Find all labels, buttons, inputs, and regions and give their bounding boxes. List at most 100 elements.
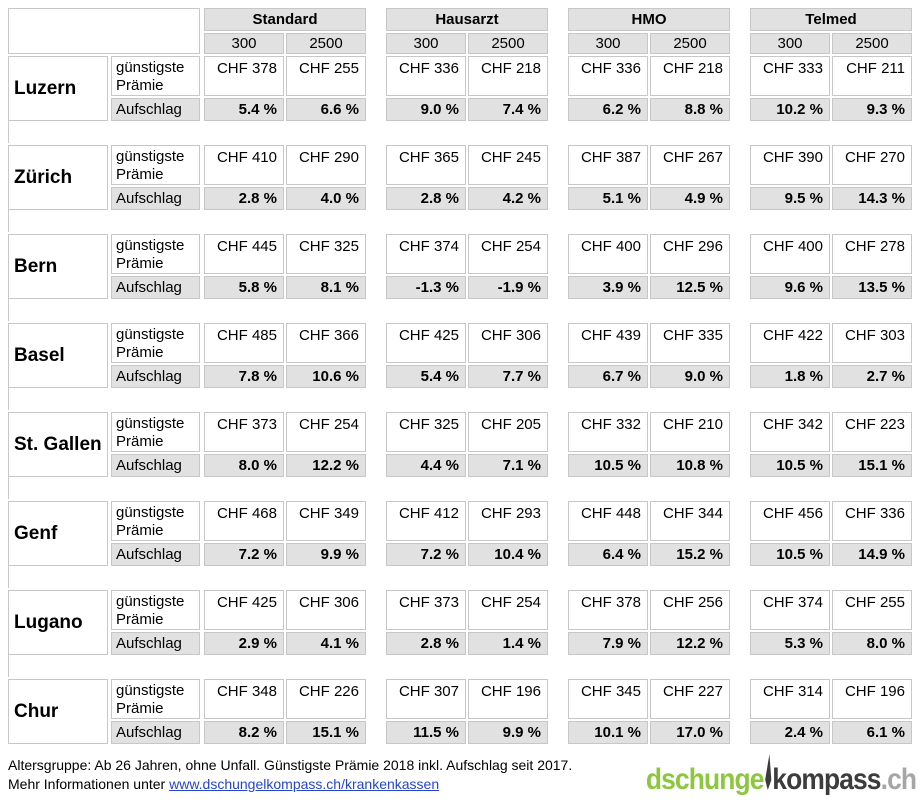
surcharge-value: 9.5 %: [750, 187, 830, 210]
premium-value: CHF 293: [468, 501, 548, 541]
surcharge-value: 5.1 %: [568, 187, 648, 210]
row-label-surcharge: Aufschlag: [111, 98, 200, 121]
row-spacer: [8, 477, 10, 499]
row-spacer: [8, 210, 10, 232]
row-label-surcharge: Aufschlag: [111, 454, 200, 477]
column-group-standard: Standard: [204, 8, 366, 31]
surcharge-value: 5.4 %: [386, 365, 466, 388]
row-spacer: [8, 121, 10, 143]
premium-value: CHF 255: [832, 590, 912, 630]
deductible-header: 2500: [286, 33, 366, 54]
city-name: Bern: [8, 234, 108, 299]
surcharge-value: 9.3 %: [832, 98, 912, 121]
surcharge-value: 10.6 %: [286, 365, 366, 388]
footer-note-line2: Mehr Informationen unter www.dschungelko…: [8, 775, 572, 794]
surcharge-value: 4.0 %: [286, 187, 366, 210]
deductible-header: 2500: [832, 33, 912, 54]
premium-value: CHF 439: [568, 323, 648, 363]
city-block: Bern günstigste Prämie Aufschlag CHF 445…: [8, 234, 912, 299]
premium-value: CHF 218: [650, 56, 730, 96]
deductible-header: 300: [204, 33, 284, 54]
surcharge-value: 2.7 %: [832, 365, 912, 388]
footer-note-line2-prefix: Mehr Informationen unter: [8, 776, 170, 792]
city-block: Genf günstigste Prämie Aufschlag CHF 468…: [8, 501, 912, 566]
premium-value: CHF 270: [832, 145, 912, 185]
surcharge-value: 5.4 %: [204, 98, 284, 121]
surcharge-value: 9.9 %: [286, 543, 366, 566]
premium-value: CHF 336: [832, 501, 912, 541]
surcharge-value: 8.0 %: [204, 454, 284, 477]
row-label-premium: günstigste Prämie: [111, 412, 200, 452]
premium-value: CHF 348: [204, 679, 284, 719]
row-label-premium: günstigste Prämie: [111, 590, 200, 630]
row-spacer: [8, 388, 10, 410]
surcharge-value: 8.8 %: [650, 98, 730, 121]
row-label-surcharge: Aufschlag: [111, 187, 200, 210]
footer-note-line1: Altersgruppe: Ab 26 Jahren, ohne Unfall.…: [8, 757, 573, 773]
premium-value: CHF 306: [468, 323, 548, 363]
premium-value: CHF 344: [650, 501, 730, 541]
city-block: Lugano günstigste Prämie Aufschlag CHF 4…: [8, 590, 912, 655]
surcharge-value: 10.4 %: [468, 543, 548, 566]
surcharge-value: 11.5 %: [386, 721, 466, 744]
surcharge-value: 10.5 %: [750, 543, 830, 566]
row-label-premium: günstigste Prämie: [111, 145, 200, 185]
row-label-premium: günstigste Prämie: [111, 679, 200, 719]
surcharge-value: 13.5 %: [832, 276, 912, 299]
city-name: Chur: [8, 679, 108, 744]
deductible-header: 300: [750, 33, 830, 54]
premium-value: CHF 255: [286, 56, 366, 96]
surcharge-value: 5.3 %: [750, 632, 830, 655]
surcharge-value: 7.4 %: [468, 98, 548, 121]
premium-value: CHF 296: [650, 234, 730, 274]
premium-value: CHF 485: [204, 323, 284, 363]
surcharge-value: 4.1 %: [286, 632, 366, 655]
premium-value: CHF 468: [204, 501, 284, 541]
corner-cell: [8, 8, 200, 54]
surcharge-value: 8.0 %: [832, 632, 912, 655]
surcharge-value: 6.1 %: [832, 721, 912, 744]
logo-text-green: dschunge: [645, 763, 765, 796]
surcharge-value: 10.5 %: [750, 454, 830, 477]
city-name: Zürich: [8, 145, 108, 210]
surcharge-value: 2.8 %: [204, 187, 284, 210]
premium-value: CHF 342: [750, 412, 830, 452]
premium-value: CHF 345: [568, 679, 648, 719]
surcharge-value: 4.4 %: [386, 454, 466, 477]
premium-value: CHF 332: [568, 412, 648, 452]
row-spacer: [8, 655, 10, 677]
deductible-header: 300: [386, 33, 466, 54]
premium-value: CHF 303: [832, 323, 912, 363]
column-group-hausarzt: Hausarzt: [386, 8, 548, 31]
city-block: Basel günstigste Prämie Aufschlag CHF 48…: [8, 323, 912, 388]
premium-value: CHF 425: [204, 590, 284, 630]
premium-value: CHF 336: [386, 56, 466, 96]
footer-notes: Altersgruppe: Ab 26 Jahren, ohne Unfall.…: [8, 756, 572, 794]
row-label-premium: günstigste Prämie: [111, 56, 200, 96]
surcharge-value: 10.1 %: [568, 721, 648, 744]
premium-value: CHF 410: [204, 145, 284, 185]
surcharge-value: 2.9 %: [204, 632, 284, 655]
premium-value: CHF 278: [832, 234, 912, 274]
premium-value: CHF 378: [568, 590, 648, 630]
surcharge-value: 7.8 %: [204, 365, 284, 388]
premium-value: CHF 335: [650, 323, 730, 363]
surcharge-value: 7.2 %: [386, 543, 466, 566]
premium-value: CHF 256: [650, 590, 730, 630]
krankenkassen-link[interactable]: www.dschungelkompass.ch/krankenkassen: [169, 776, 440, 792]
row-label-premium: günstigste Prämie: [111, 234, 200, 274]
premium-value: CHF 412: [386, 501, 466, 541]
premium-value: CHF 445: [204, 234, 284, 274]
row-spacer: [8, 299, 10, 321]
surcharge-value: 8.2 %: [204, 721, 284, 744]
premium-value: CHF 325: [286, 234, 366, 274]
surcharge-value: 15.1 %: [286, 721, 366, 744]
premium-value: CHF 336: [568, 56, 648, 96]
surcharge-value: 9.0 %: [386, 98, 466, 121]
premium-value: CHF 366: [286, 323, 366, 363]
dschungelkompass-logo: dschunge kompass .ch: [645, 754, 917, 797]
row-label-surcharge: Aufschlag: [111, 632, 200, 655]
premium-value: CHF 314: [750, 679, 830, 719]
premium-value: CHF 400: [568, 234, 648, 274]
premium-value: CHF 211: [832, 56, 912, 96]
